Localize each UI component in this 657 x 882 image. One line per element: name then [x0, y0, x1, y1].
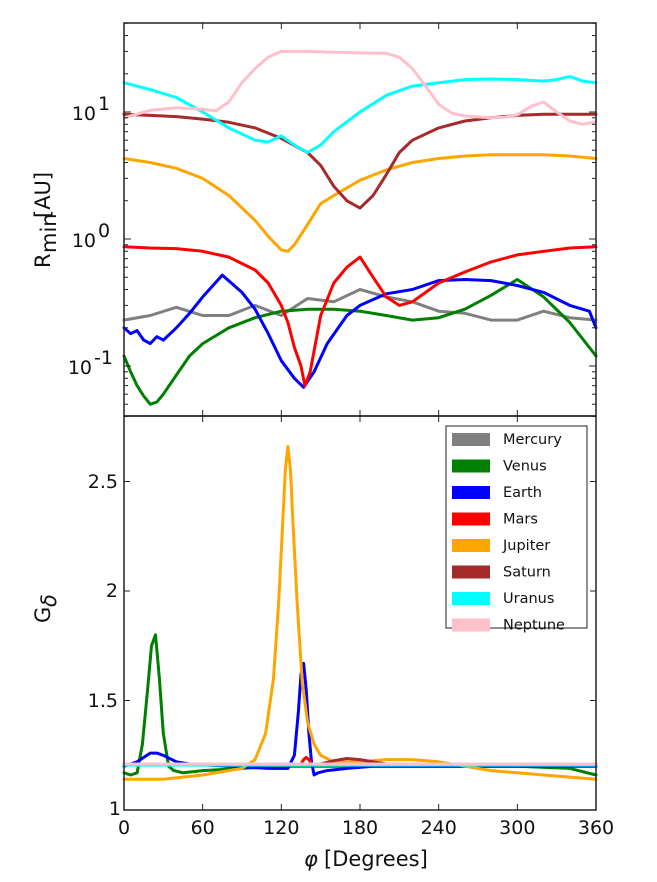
series-top-mars	[122, 245, 598, 388]
top-ytick-label-10e-1-exp: -1	[94, 347, 113, 369]
bottom-ylabel-sub: δ	[37, 594, 61, 607]
series-top-earth	[122, 273, 598, 389]
legend-label-neptune: Neptune	[503, 618, 565, 634]
legend: Mercury Venus Earth Mars Jupiter Saturn Uranus…	[445, 425, 588, 634]
series-bottom-jupiter	[122, 445, 598, 781]
top-ytick-label-10e0: 10	[72, 230, 96, 252]
legend-label-mars: Mars	[503, 512, 538, 528]
legend-swatch-uranus	[452, 592, 490, 605]
series-top-jupiter	[122, 153, 598, 253]
bottom-ytick-label-1.5: 1.5	[88, 690, 118, 712]
legend-label-saturn: Saturn	[503, 565, 551, 581]
legend-entries: Mercury Venus Earth Mars Jupiter Saturn Uranus…	[452, 432, 565, 634]
legend-label-jupiter: Jupiter	[502, 538, 550, 554]
top-ytick-label-10e1: 10	[72, 103, 96, 125]
legend-swatch-neptune	[452, 618, 490, 632]
top-ytick-label-10e-1: 10	[68, 357, 92, 379]
xlabel-unit: [Degrees]	[324, 847, 428, 871]
legend-swatch-mars	[452, 512, 490, 526]
legend-swatch-jupiter	[452, 539, 490, 552]
bottom-ytick-label-2.5: 2.5	[88, 471, 118, 493]
legend-label-mercury: Mercury	[503, 432, 562, 448]
xtick-label-0: 0	[118, 817, 130, 839]
top-ylabel-sub: min	[37, 213, 61, 253]
xtick-label-60: 60	[191, 817, 215, 839]
bottom-panel-series	[122, 445, 598, 781]
legend-swatch-saturn	[452, 565, 490, 579]
legend-label-earth: Earth	[503, 485, 542, 501]
bottom-ytick-label-1: 1	[109, 798, 121, 820]
top-ytick-label-10e0-exp: 0	[98, 220, 110, 242]
bottom-ylabel: G δ	[31, 594, 61, 623]
bottom-panel-ticks	[124, 416, 596, 811]
xtick-label-180: 180	[342, 817, 378, 839]
legend-swatch-mercury	[452, 433, 490, 446]
top-ylabel-unit: [AU]	[31, 172, 55, 218]
top-panel-ticks	[124, 22, 596, 418]
top-panel-series	[122, 49, 598, 406]
top-ylabel: R min [AU]	[31, 172, 61, 268]
xtick-label-300: 300	[499, 817, 535, 839]
series-top-uranus	[122, 75, 598, 154]
legend-swatch-earth	[452, 486, 490, 499]
xtick-label-240: 240	[421, 817, 457, 839]
xtick-label-360: 360	[578, 817, 614, 839]
top-ytick-label-10e1-exp: 1	[98, 93, 110, 115]
series-top-mercury	[122, 288, 598, 322]
xlabel-symbol: φ	[304, 847, 318, 871]
legend-label-uranus: Uranus	[503, 591, 554, 607]
legend-label-venus: Venus	[503, 459, 547, 475]
bottom-ylabel-main: G	[31, 607, 55, 623]
series-top-neptune	[122, 49, 598, 126]
series-top-saturn	[122, 112, 598, 210]
series-bottom-venus	[122, 633, 598, 777]
bottom-ytick-label-2: 2	[106, 580, 118, 602]
legend-swatch-venus	[452, 459, 490, 473]
xtick-label-120: 120	[263, 817, 299, 839]
top-ylabel-main: R	[31, 253, 55, 268]
series-top-venus	[122, 278, 598, 406]
top-panel-frame	[123, 22, 597, 417]
